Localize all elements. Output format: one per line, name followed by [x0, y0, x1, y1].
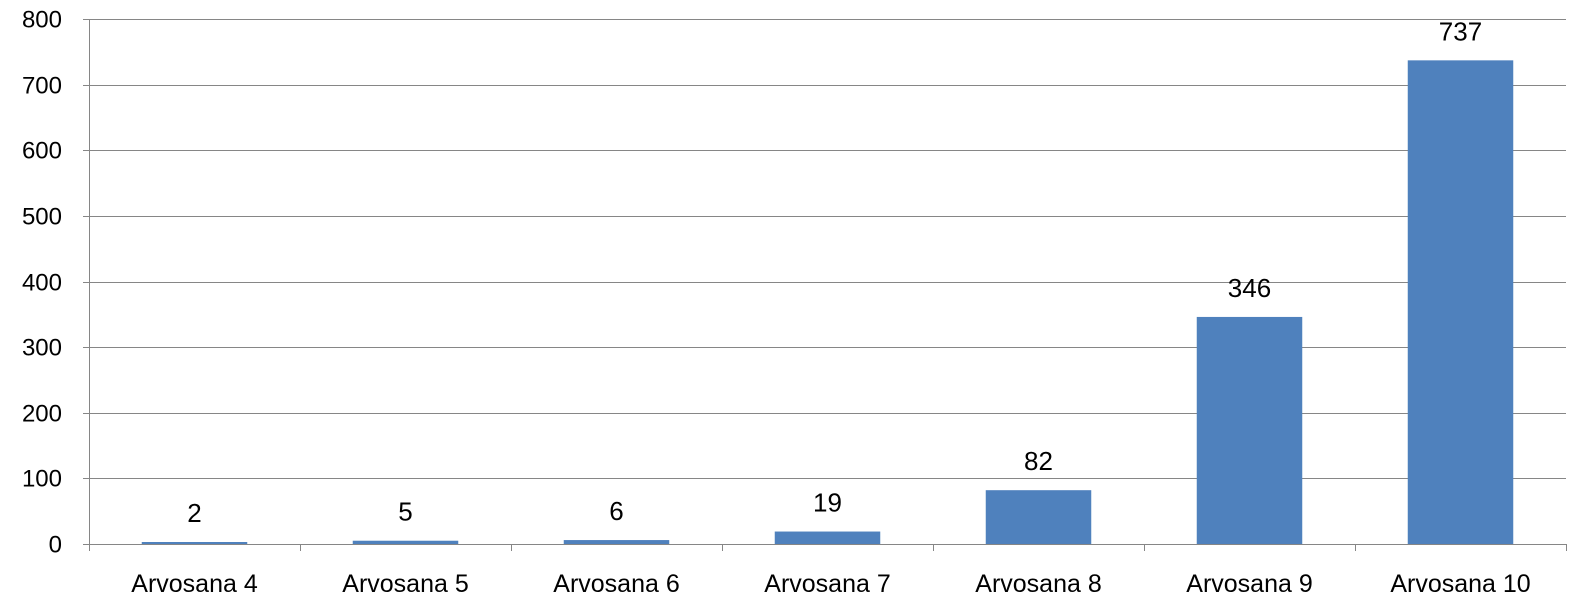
x-category-label: Arvosana 7 [764, 570, 890, 598]
y-tick-label: 400 [22, 270, 62, 297]
data-label: 737 [1439, 16, 1482, 46]
data-label: 5 [398, 497, 412, 527]
data-label: 82 [1024, 446, 1053, 476]
labels: 0 100 200 300 400 500 600 700 800 2 Arvosana 4 5 Arv… [22, 7, 1531, 599]
y-tick-label: 500 [22, 204, 62, 231]
x-category-label: Arvosana 4 [131, 570, 258, 598]
x-category-label: Arvosana 6 [553, 570, 679, 598]
data-label: 346 [1228, 273, 1271, 303]
bar [774, 531, 881, 544]
axes [83, 19, 1567, 551]
y-tick-label: 800 [22, 7, 62, 34]
bar [1407, 60, 1514, 544]
y-tick-label: 600 [22, 138, 62, 165]
bar [141, 542, 248, 544]
y-tick-label: 700 [22, 73, 62, 100]
y-tick-label: 0 [49, 532, 62, 559]
data-label: 2 [187, 498, 201, 528]
bar [1196, 316, 1303, 544]
x-category-label: Arvosana 8 [975, 570, 1101, 598]
x-category-label: Arvosana 9 [1186, 570, 1312, 598]
y-tick-label: 300 [22, 335, 62, 362]
bar [352, 540, 459, 544]
x-category-label: Arvosana 5 [342, 570, 468, 598]
x-category-label: Arvosana 10 [1390, 570, 1530, 598]
y-tick-label: 100 [22, 466, 62, 493]
gridlines [89, 19, 1566, 479]
bars [141, 60, 1514, 544]
y-tick-label: 200 [22, 401, 62, 428]
bar [563, 540, 670, 544]
bar [985, 490, 1092, 544]
data-label: 19 [813, 488, 842, 518]
data-label: 6 [609, 496, 623, 526]
